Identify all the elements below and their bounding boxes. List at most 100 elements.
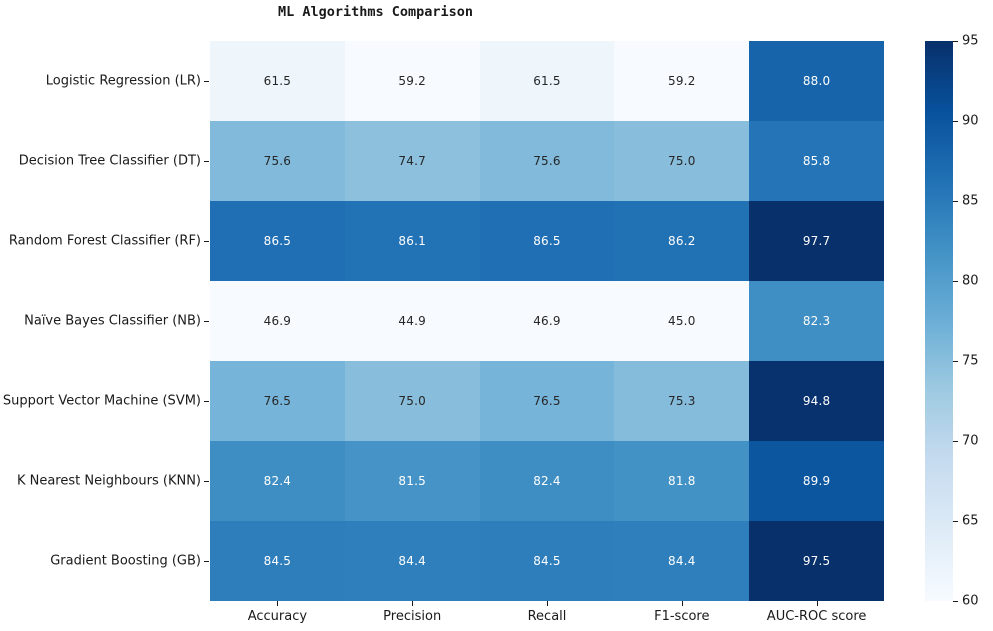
cell-value: 61.5	[263, 74, 292, 88]
cell-value: 82.4	[533, 474, 561, 488]
cell-value: 89.9	[802, 474, 831, 488]
cell-value: 84.4	[668, 554, 696, 568]
heatmap-cell: 89.9	[749, 441, 884, 521]
cell-value: 46.9	[263, 314, 292, 328]
row-label: Random Forest Classifier (RF)	[8, 233, 201, 249]
x-tick-mark	[412, 601, 414, 606]
cell-value: 86.5	[263, 234, 292, 248]
heatmap-cell: 82.4	[479, 441, 615, 521]
colorbar-tick-label: 85	[962, 193, 979, 209]
colorbar-tick-label: 60	[962, 593, 979, 609]
heatmap-cell: 86.2	[614, 201, 750, 281]
colorbar-tick-mark	[953, 281, 958, 282]
heatmap-cell: 75.0	[344, 361, 480, 441]
heatmap-cell: 75.0	[614, 121, 750, 201]
cell-value: 86.2	[668, 234, 696, 248]
heatmap-cell: 61.5	[479, 41, 615, 121]
cell-value: 82.3	[802, 314, 831, 328]
cell-value: 81.8	[668, 474, 696, 488]
colorbar-tick-mark	[953, 121, 958, 122]
heatmap-cell: 84.4	[344, 521, 480, 601]
column-label: F1-score	[654, 609, 710, 624]
cell-value: 59.2	[668, 74, 696, 88]
cell-value: 82.4	[263, 474, 292, 488]
colorbar-tick-mark	[953, 361, 958, 362]
heatmap-cell: 88.0	[749, 41, 884, 121]
heatmap-cell: 82.3	[749, 281, 884, 361]
colorbar-tick-label: 75	[962, 353, 979, 369]
column-label: Recall	[527, 609, 567, 624]
cell-value: 84.5	[533, 554, 561, 568]
y-tick-mark	[204, 561, 209, 562]
x-tick-mark	[277, 601, 279, 606]
heatmap-cell: 46.9	[479, 281, 615, 361]
column-label: Precision	[383, 609, 442, 624]
x-tick-mark	[816, 601, 818, 606]
heatmap-cell: 86.5	[479, 201, 615, 281]
cell-value: 74.7	[398, 154, 426, 168]
colorbar-tick-label: 80	[962, 273, 979, 289]
heatmap-cell: 59.2	[614, 41, 750, 121]
heatmap-cell: 81.5	[344, 441, 480, 521]
y-tick-mark	[204, 401, 209, 402]
cell-value: 76.5	[533, 394, 561, 408]
row-label: Gradient Boosting (GB)	[50, 553, 201, 569]
cell-value: 76.5	[263, 394, 292, 408]
cell-value: 44.9	[398, 314, 426, 328]
colorbar-tick-label: 65	[962, 513, 979, 529]
y-tick-mark	[204, 241, 209, 242]
row-label: Logistic Regression (LR)	[45, 73, 201, 89]
chart-title: ML Algorithms Comparison	[278, 4, 474, 20]
colorbar-tick-mark	[953, 441, 958, 442]
colorbar-tick-label: 70	[962, 433, 979, 449]
row-label: Naïve Bayes Classifier (NB)	[24, 313, 201, 329]
heatmap-cell: 59.2	[344, 41, 480, 121]
heatmap-cell: 97.5	[749, 521, 884, 601]
cell-value: 75.6	[263, 154, 292, 168]
heatmap-cell: 75.3	[614, 361, 750, 441]
heatmap-grid: 61.5 59.2 61.5 59.2 88.0 75.6 74.7 75.6 75.0 85.8…	[210, 41, 884, 601]
y-tick-mark	[204, 161, 209, 162]
cell-value: 97.5	[802, 554, 831, 568]
heatmap-cell: 45.0	[614, 281, 750, 361]
heatmap-cell: 84.4	[614, 521, 750, 601]
x-tick-mark	[681, 601, 683, 606]
y-tick-mark	[204, 321, 209, 322]
heatmap-cell: 94.8	[749, 361, 884, 441]
row-label: Decision Tree Classifier (DT)	[18, 153, 201, 169]
colorbar-tick-label: 90	[962, 113, 979, 129]
cell-value: 59.2	[398, 74, 426, 88]
heatmap-cell: 82.4	[210, 441, 345, 521]
heatmap-cell: 84.5	[210, 521, 345, 601]
colorbar-gradient	[925, 41, 953, 601]
heatmap-cell: 61.5	[210, 41, 345, 121]
cell-value: 75.3	[668, 394, 696, 408]
column-label: AUC-ROC score	[766, 609, 867, 624]
heatmap-cell: 46.9	[210, 281, 345, 361]
cell-value: 85.8	[802, 154, 831, 168]
row-label: Support Vector Machine (SVM)	[2, 393, 201, 409]
heatmap-cell: 86.1	[344, 201, 480, 281]
heatmap-cell: 44.9	[344, 281, 480, 361]
row-label: K Nearest Neighbours (KNN)	[16, 473, 201, 489]
cell-value: 75.0	[668, 154, 696, 168]
heatmap-cell: 97.7	[749, 201, 884, 281]
heatmap-cell: 84.5	[479, 521, 615, 601]
heatmap-cell: 74.7	[344, 121, 480, 201]
cell-value: 45.0	[668, 314, 696, 328]
colorbar-tick-mark	[953, 521, 958, 522]
heatmap-cell: 75.6	[479, 121, 615, 201]
colorbar-tick-mark	[953, 201, 958, 202]
heatmap-cell: 76.5	[210, 361, 345, 441]
cell-value: 97.7	[802, 234, 831, 248]
colorbar-tick-mark	[953, 41, 958, 42]
heatmap-cell: 86.5	[210, 201, 345, 281]
column-label: Accuracy	[247, 609, 308, 624]
cell-value: 86.1	[398, 234, 426, 248]
heatmap-cell: 85.8	[749, 121, 884, 201]
cell-value: 61.5	[533, 74, 561, 88]
cell-value: 75.0	[398, 394, 426, 408]
heatmap-cell: 81.8	[614, 441, 750, 521]
cell-value: 81.5	[398, 474, 426, 488]
